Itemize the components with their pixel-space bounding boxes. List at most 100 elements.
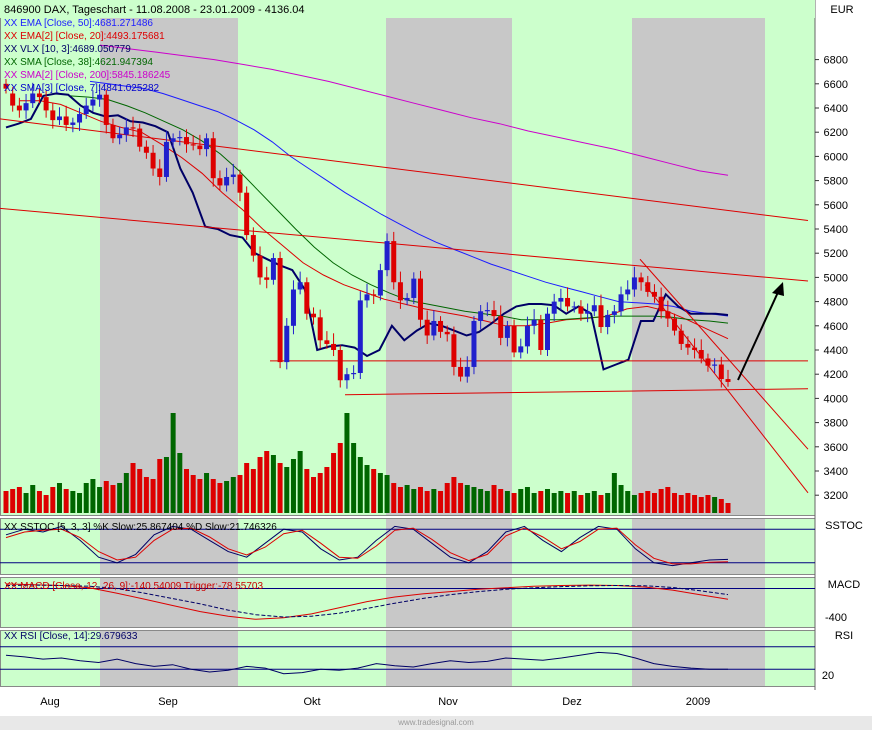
candle-body-69 [464, 366, 470, 377]
candle-body-107 [718, 364, 724, 380]
band-1-0 [0, 518, 100, 574]
candle-body-19 [130, 127, 136, 129]
candle-body-6 [43, 97, 49, 111]
candle-body-1 [10, 93, 16, 106]
volume-bar-61 [411, 489, 417, 513]
volume-bar-16 [110, 485, 116, 513]
sstoc-legend: XX SSTOC [5, 3, 3] %K Slow:25.867404 %D … [4, 522, 277, 533]
band-1-6 [765, 518, 815, 574]
candle-body-89 [598, 305, 604, 328]
candle-body-66 [444, 331, 450, 335]
volume-bar-34 [230, 477, 236, 513]
month-label-Sep: Sep [158, 696, 178, 708]
macd-axis-tick: -400 [825, 612, 847, 624]
volume-bar-97 [651, 493, 657, 513]
ytick-label-4600: 4600 [824, 321, 848, 333]
band-3-0 [0, 630, 100, 686]
volume-bar-6 [43, 495, 49, 513]
candle-body-94 [631, 277, 637, 290]
macd-panel [0, 583, 815, 620]
month-label-Aug: Aug [40, 696, 60, 708]
rsi-panel [0, 646, 815, 675]
candle-body-88 [591, 305, 597, 312]
candle-body-36 [244, 192, 250, 236]
band-3-6 [765, 630, 815, 686]
month-label-Okt: Okt [303, 696, 320, 708]
watermark: www.tradesignal.com [0, 716, 872, 730]
candle-body-15 [103, 94, 109, 125]
candle-body-58 [391, 241, 397, 283]
candle-body-96 [645, 282, 651, 292]
indicator-legend: XX EMA [Close, 50]:4681.271486 XX EMA[2] … [4, 18, 171, 94]
volume-bar-15 [103, 481, 109, 513]
ytick-label-6600: 6600 [824, 79, 848, 91]
volume-bar-80 [538, 491, 544, 513]
volume-bar-65 [438, 491, 444, 513]
volume-bar-106 [712, 497, 718, 513]
ytick-label-6200: 6200 [824, 127, 848, 139]
ytick-label-4200: 4200 [824, 369, 848, 381]
candle-body-61 [411, 278, 417, 298]
volume-bar-83 [558, 491, 564, 513]
volume-bar-84 [565, 493, 571, 513]
band-0-6 [765, 0, 815, 515]
candle-body-7 [50, 110, 56, 121]
candle-body-4 [30, 93, 36, 104]
volume-bar-25 [170, 413, 176, 513]
band-3-5 [632, 630, 765, 686]
volume-bar-0 [3, 491, 9, 513]
candle-body-26 [177, 137, 183, 139]
candle-body-76 [511, 325, 517, 353]
volume-bar-90 [605, 493, 611, 513]
candle-body-103 [692, 347, 698, 350]
volume-bar-35 [237, 475, 243, 513]
volume-bar-75 [504, 491, 510, 513]
volume-bar-26 [177, 453, 183, 513]
volume-bar-20 [137, 469, 143, 513]
candle-body-78 [524, 325, 530, 347]
candle-body-47 [317, 317, 323, 341]
candle-body-2 [16, 105, 22, 111]
candle-body-5 [36, 93, 42, 98]
volume-bars [3, 413, 731, 513]
volume-bar-69 [464, 485, 470, 513]
candle-body-50 [337, 350, 343, 381]
volume-bar-67 [451, 477, 457, 513]
candle-body-22 [150, 152, 156, 169]
candle-body-55 [371, 294, 377, 296]
band-3-3 [386, 630, 512, 686]
candle-body-92 [618, 294, 624, 312]
candle-body-70 [471, 320, 477, 367]
volume-bar-18 [123, 473, 129, 513]
volume-bar-72 [484, 491, 490, 513]
volume-bar-94 [631, 495, 637, 513]
sub-rsi-line-0 [5, 651, 728, 675]
volume-bar-62 [417, 487, 423, 513]
volume-bar-24 [163, 457, 169, 513]
candle-body-68 [458, 366, 464, 377]
candle-body-23 [157, 168, 163, 177]
band-2-1 [100, 577, 238, 627]
volume-bar-49 [331, 453, 337, 513]
candle-body-71 [478, 311, 484, 321]
candle-body-93 [625, 289, 631, 295]
volume-bar-64 [431, 489, 437, 513]
candle-body-81 [545, 313, 550, 350]
volume-bar-40 [270, 455, 276, 513]
volume-bar-55 [371, 469, 377, 513]
trend-lines [0, 118, 809, 494]
candle-body-43 [290, 289, 296, 326]
candle-body-16 [110, 124, 116, 139]
candle-body-21 [143, 146, 149, 153]
candle-body-56 [377, 270, 383, 296]
candle-body-83 [558, 297, 564, 302]
candle-body-75 [504, 325, 510, 338]
candle-body-37 [250, 235, 256, 256]
candle-body-24 [163, 141, 169, 177]
candle-body-80 [538, 319, 544, 350]
title-bar-bg [0, 0, 815, 18]
volume-bar-9 [63, 489, 69, 513]
sub-sstoc-line-1 [5, 527, 729, 565]
